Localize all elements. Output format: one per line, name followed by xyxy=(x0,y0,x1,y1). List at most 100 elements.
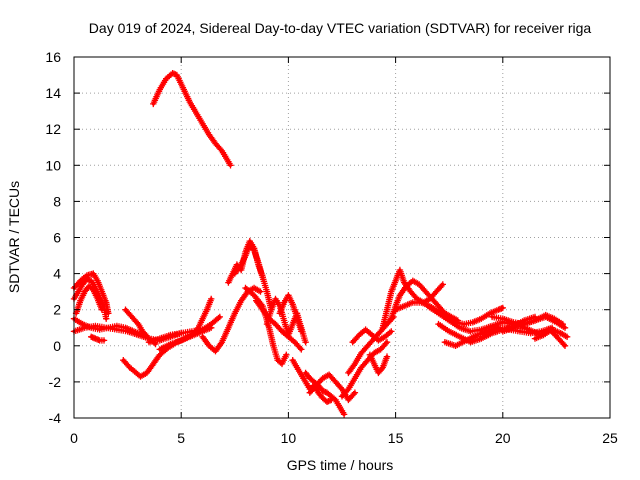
data-point xyxy=(389,290,393,294)
data-point xyxy=(89,326,93,330)
data-point xyxy=(89,335,93,339)
grid-lines xyxy=(74,57,610,418)
chart-title: Day 019 of 2024, Sidereal Day-to-day VTE… xyxy=(89,20,592,36)
data-point xyxy=(469,329,473,333)
data-point xyxy=(115,327,119,332)
data-point xyxy=(381,326,385,330)
data-point xyxy=(522,326,526,330)
data-point xyxy=(308,391,312,395)
data-point xyxy=(511,320,516,324)
data-point xyxy=(385,355,389,359)
data-point xyxy=(248,243,252,247)
x-tick-label: 10 xyxy=(281,430,297,446)
data-point xyxy=(78,279,83,283)
data-point xyxy=(563,326,567,330)
data-point xyxy=(91,288,95,292)
data-point xyxy=(533,336,537,341)
data-point xyxy=(544,313,548,317)
data-point xyxy=(404,284,408,288)
data-point xyxy=(303,340,308,344)
data-point xyxy=(80,282,85,287)
data-point xyxy=(443,340,447,344)
data-point xyxy=(458,335,462,339)
series-sat-r xyxy=(276,292,305,335)
y-tick-label: 12 xyxy=(45,121,61,137)
y-tick-label: 6 xyxy=(53,230,61,246)
data-point xyxy=(213,142,218,146)
data-point xyxy=(533,318,537,323)
data-point xyxy=(93,336,98,341)
data-point xyxy=(353,376,357,380)
data-point xyxy=(128,365,132,370)
data-point xyxy=(415,297,419,301)
data-point xyxy=(550,327,554,332)
data-point xyxy=(434,290,438,294)
data-point xyxy=(295,365,299,370)
data-point xyxy=(359,365,363,370)
data-point xyxy=(552,317,556,321)
data-point xyxy=(85,277,89,281)
data-point xyxy=(389,329,393,333)
data-point xyxy=(284,353,288,357)
data-point xyxy=(486,329,490,333)
data-point xyxy=(385,308,389,312)
data-point xyxy=(89,279,93,283)
data-point xyxy=(267,326,271,330)
data-point xyxy=(179,338,183,342)
x-tick-label: 5 xyxy=(177,430,185,446)
data-point xyxy=(409,290,413,294)
y-tick-label: -4 xyxy=(49,410,62,426)
data-point xyxy=(303,371,308,375)
data-point xyxy=(346,371,351,375)
data-point xyxy=(158,336,162,341)
data-point xyxy=(381,365,385,370)
data-point xyxy=(436,311,441,315)
data-point xyxy=(286,293,290,297)
y-tick-label: 8 xyxy=(53,193,61,209)
data-point xyxy=(102,304,106,308)
data-point xyxy=(158,87,162,92)
data-point xyxy=(141,329,145,333)
data-point xyxy=(179,331,183,335)
data-point xyxy=(175,73,179,77)
series-sat-j xyxy=(145,313,223,346)
data-point xyxy=(398,293,402,297)
data-point xyxy=(394,304,398,308)
data-point xyxy=(207,344,211,348)
data-point xyxy=(464,338,468,342)
data-point xyxy=(102,338,106,342)
data-point xyxy=(273,297,278,301)
data-point xyxy=(340,387,344,391)
data-point xyxy=(80,322,85,326)
data-point xyxy=(295,315,299,319)
series-sat-f xyxy=(88,333,108,344)
data-point xyxy=(224,156,228,160)
series-sat-k xyxy=(156,295,215,353)
series-sat-ag xyxy=(499,311,566,335)
data-point xyxy=(188,100,192,104)
data-point xyxy=(261,275,265,279)
data-point xyxy=(454,344,458,348)
data-point xyxy=(291,322,295,326)
data-point xyxy=(138,374,143,379)
data-point xyxy=(411,279,415,283)
data-point xyxy=(130,315,134,319)
data-point xyxy=(276,358,280,362)
data-point xyxy=(91,272,95,276)
data-point xyxy=(168,333,173,337)
data-point xyxy=(265,322,269,326)
y-tick-label: 0 xyxy=(53,338,61,354)
data-point xyxy=(273,322,278,326)
data-point xyxy=(164,77,168,81)
series-sat-y xyxy=(366,351,391,377)
data-point xyxy=(179,82,183,86)
data-point xyxy=(501,329,505,333)
data-point xyxy=(402,281,406,285)
data-point xyxy=(471,320,475,324)
data-point xyxy=(78,299,83,303)
series-sat-x xyxy=(349,326,395,346)
data-point xyxy=(370,333,374,337)
data-point xyxy=(518,329,522,333)
data-point xyxy=(496,326,501,330)
data-point xyxy=(100,290,104,294)
